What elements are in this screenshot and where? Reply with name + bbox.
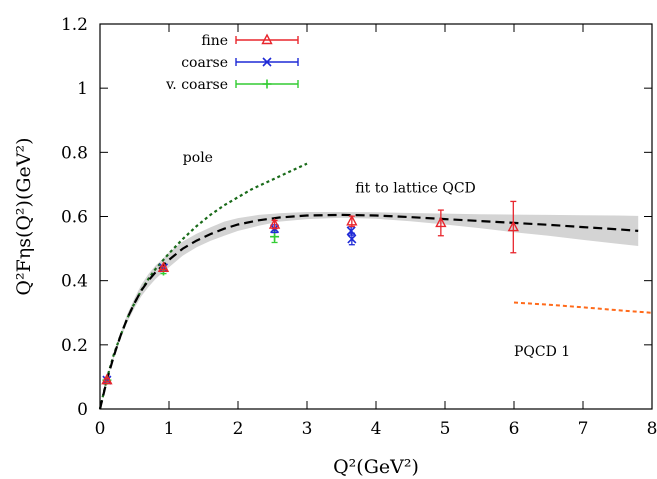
x-axis-label: Q²(GeV²) (333, 456, 419, 478)
x-tick-label: 7 (578, 419, 589, 439)
x-tick-label: 0 (95, 419, 106, 439)
pole-annotation: pole (183, 150, 213, 166)
triangle-marker (157, 261, 170, 273)
legend-item-fine: fine (201, 33, 299, 49)
fine-data-point (507, 200, 519, 254)
legend-plus-marker (262, 79, 272, 89)
legend-item-v-coarse: v. coarse (165, 77, 299, 93)
fine-data-point (346, 214, 358, 228)
fine-data-point (157, 261, 170, 273)
fine-data-point (268, 218, 281, 230)
legend-triangle-marker (261, 33, 273, 45)
y-axis-label: Q²Fηs(Q²)(GeV²) (13, 137, 35, 295)
fit-to-lattice-qcd-curve (98, 213, 639, 410)
x-tick-label: 8 (647, 419, 657, 439)
triangle-marker (346, 214, 358, 226)
fit-uncertainty-band-layer (100, 212, 639, 409)
x-tick-label: 2 (233, 419, 244, 439)
legend-label: v. coarse (165, 77, 228, 93)
data-points-layer (101, 200, 519, 385)
y-tick-label: 0.6 (61, 208, 88, 228)
y-tick-label: 0 (77, 400, 88, 420)
cross-marker (347, 234, 357, 244)
y-tick-label: 0.8 (61, 143, 88, 163)
axes-layer (99, 23, 653, 410)
y-tick-label: 0.4 (61, 272, 88, 292)
fit-uncertainty-band (100, 212, 639, 409)
legend-item-coarse: coarse (181, 55, 299, 71)
legend-label: fine (201, 33, 228, 49)
coarse-data-point (347, 232, 357, 246)
x-tick-label: 3 (302, 419, 313, 439)
plus-marker (270, 232, 280, 242)
pqcd-1-curve (513, 301, 653, 314)
pqcd-annotation: PQCD 1 (514, 344, 570, 360)
triangle-marker (101, 373, 113, 385)
x-tick-label: 4 (371, 419, 382, 439)
y-tick-label: 1.2 (61, 15, 88, 35)
legend-label: coarse (181, 55, 228, 71)
legend-cross-marker (262, 57, 272, 67)
pole-curve (98, 162, 308, 410)
x-tick-label: 6 (509, 419, 520, 439)
fit-annotation: fit to lattice QCD (355, 180, 475, 196)
y-tick-label: 1 (77, 79, 88, 99)
fine-data-point (435, 209, 447, 237)
coarse-data-point (346, 226, 356, 236)
fine-data-point (101, 373, 113, 385)
curve-layer (98, 162, 653, 410)
legend: fine coarse v. coarse (165, 33, 299, 93)
text-layer: 0 1 2 3 4 5 6 7 8 0 0.2 0.4 0.6 0.8 1 1.2 Q²(GeV²) Q²Fηs(… (13, 15, 657, 478)
x-tick-label: 1 (164, 419, 175, 439)
x-tick-label: 5 (440, 419, 451, 439)
y-tick-label: 0.2 (61, 336, 88, 356)
triangle-marker (435, 216, 447, 228)
triangle-marker (507, 220, 519, 232)
triangle-marker (268, 218, 281, 229)
